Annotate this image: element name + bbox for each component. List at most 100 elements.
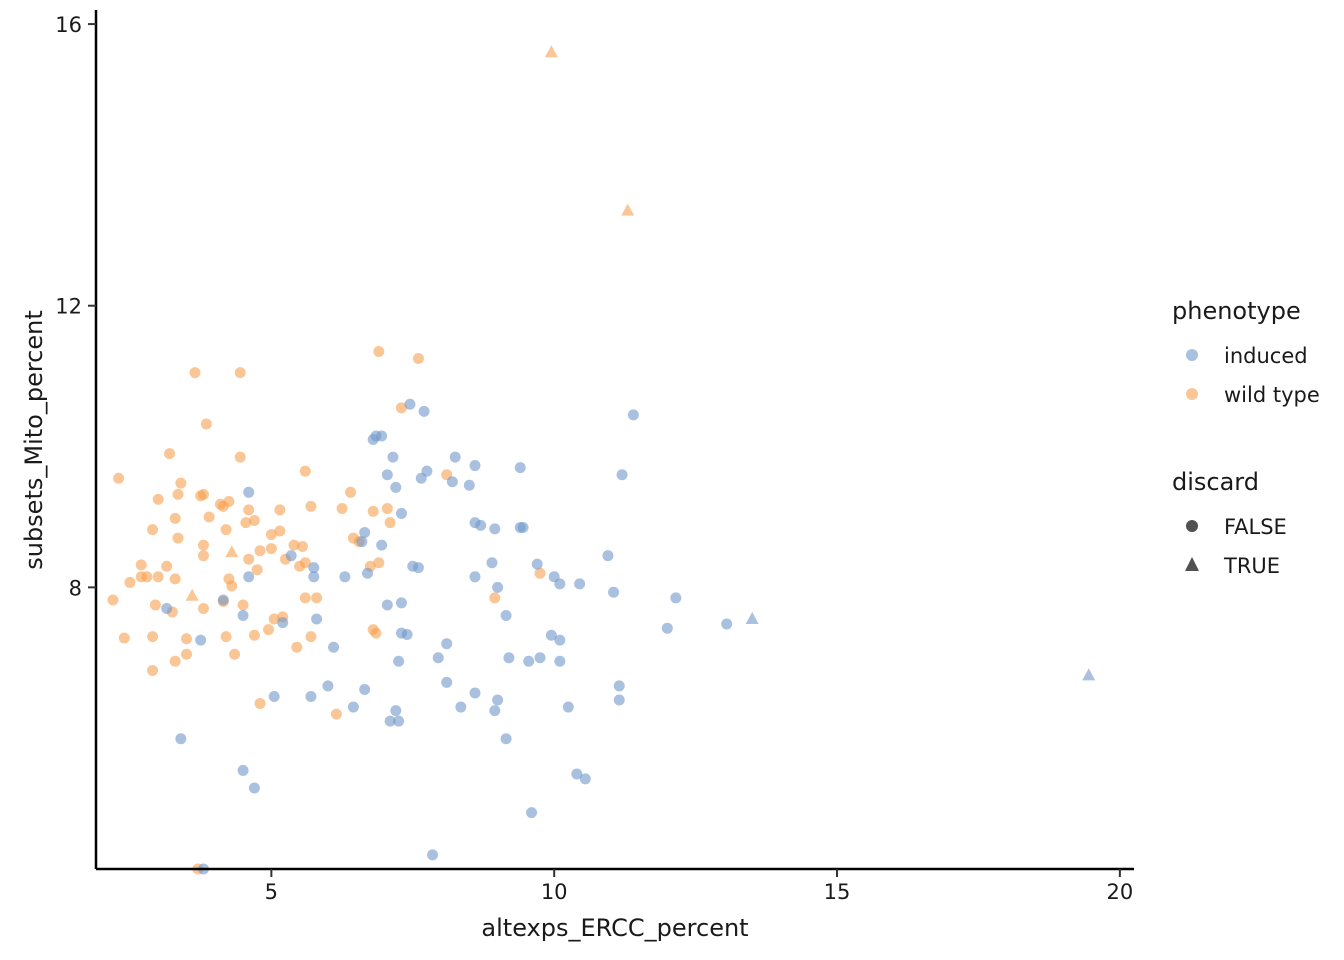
- point-wild-type: [164, 448, 176, 460]
- point-wild-type: [172, 488, 184, 500]
- point-wild-type: [299, 465, 311, 477]
- point-induced: [381, 599, 393, 611]
- point-induced: [390, 705, 402, 717]
- point-induced: [421, 465, 433, 477]
- point-wild-type: [161, 560, 173, 572]
- point-induced: [362, 567, 374, 579]
- legend-key-true: [1185, 557, 1199, 571]
- point-wild-type: [172, 532, 184, 544]
- point-induced-discard: [745, 612, 759, 625]
- point-induced: [534, 652, 546, 664]
- point-induced: [627, 409, 639, 421]
- point-induced: [322, 680, 334, 692]
- point-induced: [463, 479, 475, 491]
- legend-key-false: [1186, 520, 1198, 532]
- point-wild-type: [254, 698, 266, 710]
- point-induced: [441, 676, 453, 688]
- point-wild-type: [299, 557, 311, 569]
- point-induced: [243, 486, 255, 498]
- point-wild-type: [243, 504, 255, 516]
- point-wild-type: [305, 631, 317, 643]
- point-wild-type: [226, 580, 238, 592]
- point-wild-type: [330, 708, 342, 720]
- point-induced: [602, 550, 614, 562]
- point-induced: [347, 701, 359, 713]
- point-induced: [311, 613, 323, 625]
- point-induced: [356, 536, 368, 548]
- point-wild-type: [296, 541, 308, 553]
- point-induced: [376, 539, 388, 551]
- point-wild-type: [254, 545, 266, 557]
- point-wild-type: [251, 564, 263, 576]
- point-wild-type: [147, 631, 159, 643]
- point-induced: [404, 398, 416, 410]
- y-ticks: 8 12 16: [55, 13, 96, 600]
- point-wild-type: [124, 576, 136, 588]
- y-axis-title: subsets_Mito_percent: [20, 310, 48, 570]
- point-induced: [412, 562, 424, 574]
- legend-color-title: phenotype: [1172, 297, 1301, 325]
- point-wild-type: [234, 367, 246, 379]
- point-wild-type-discard: [621, 203, 635, 216]
- point-induced: [500, 733, 512, 745]
- point-induced: [427, 849, 439, 861]
- point-wild-type: [234, 451, 246, 463]
- point-wild-type: [189, 367, 201, 379]
- point-induced: [195, 634, 207, 646]
- point-induced-discard: [1082, 668, 1096, 681]
- point-induced: [492, 694, 504, 706]
- legend-label-false: FALSE: [1224, 515, 1287, 539]
- point-induced: [339, 571, 351, 583]
- point-induced: [554, 578, 566, 590]
- point-wild-type: [265, 543, 277, 555]
- point-wild-type: [370, 627, 382, 639]
- point-wild-type: [274, 504, 286, 516]
- point-induced: [475, 519, 487, 531]
- point-wild-type: [311, 592, 323, 604]
- point-induced: [526, 807, 538, 819]
- point-induced: [503, 652, 515, 664]
- point-induced: [381, 469, 393, 481]
- point-induced: [277, 617, 289, 629]
- point-induced: [545, 629, 557, 641]
- point-wild-type: [367, 505, 379, 517]
- point-induced: [455, 701, 467, 713]
- legend-key-induced: [1186, 349, 1198, 361]
- point-induced: [449, 451, 461, 463]
- legend-label-wild-type: wild type: [1224, 383, 1320, 407]
- point-induced: [237, 764, 249, 776]
- point-wild-type-discard: [185, 588, 199, 601]
- legend-label-induced: induced: [1224, 344, 1308, 368]
- point-wild-type: [381, 503, 393, 515]
- point-wild-type: [291, 641, 303, 653]
- point-wild-type: [197, 550, 209, 562]
- point-induced: [401, 629, 413, 641]
- point-wild-type: [248, 629, 260, 641]
- y-tick-label: 12: [55, 295, 82, 319]
- x-tick-label: 20: [1106, 880, 1133, 904]
- point-induced: [376, 430, 388, 442]
- point-induced: [308, 571, 320, 583]
- point-induced: [489, 523, 501, 535]
- point-induced: [574, 578, 586, 590]
- point-wild-type: [384, 517, 396, 529]
- point-induced: [571, 768, 583, 780]
- point-induced: [393, 715, 405, 727]
- point-wild-type: [197, 539, 209, 551]
- point-induced: [616, 469, 628, 481]
- point-wild-type: [152, 493, 164, 505]
- point-wild-type: [299, 592, 311, 604]
- point-wild-type: [203, 511, 215, 523]
- point-induced: [248, 782, 260, 794]
- x-axis-title: altexps_ERCC_percent: [481, 914, 748, 942]
- point-wild-type: [118, 632, 130, 644]
- legend-label-true: TRUE: [1223, 554, 1280, 578]
- point-wild-type: [274, 525, 286, 537]
- point-wild-type: [135, 559, 147, 571]
- legend-shape-title: discard: [1172, 468, 1259, 496]
- point-induced: [554, 634, 566, 646]
- point-induced: [661, 622, 673, 634]
- points-layer: [107, 45, 1096, 875]
- point-wild-type: [149, 599, 161, 611]
- x-ticks: 5 10 15 20: [265, 869, 1133, 904]
